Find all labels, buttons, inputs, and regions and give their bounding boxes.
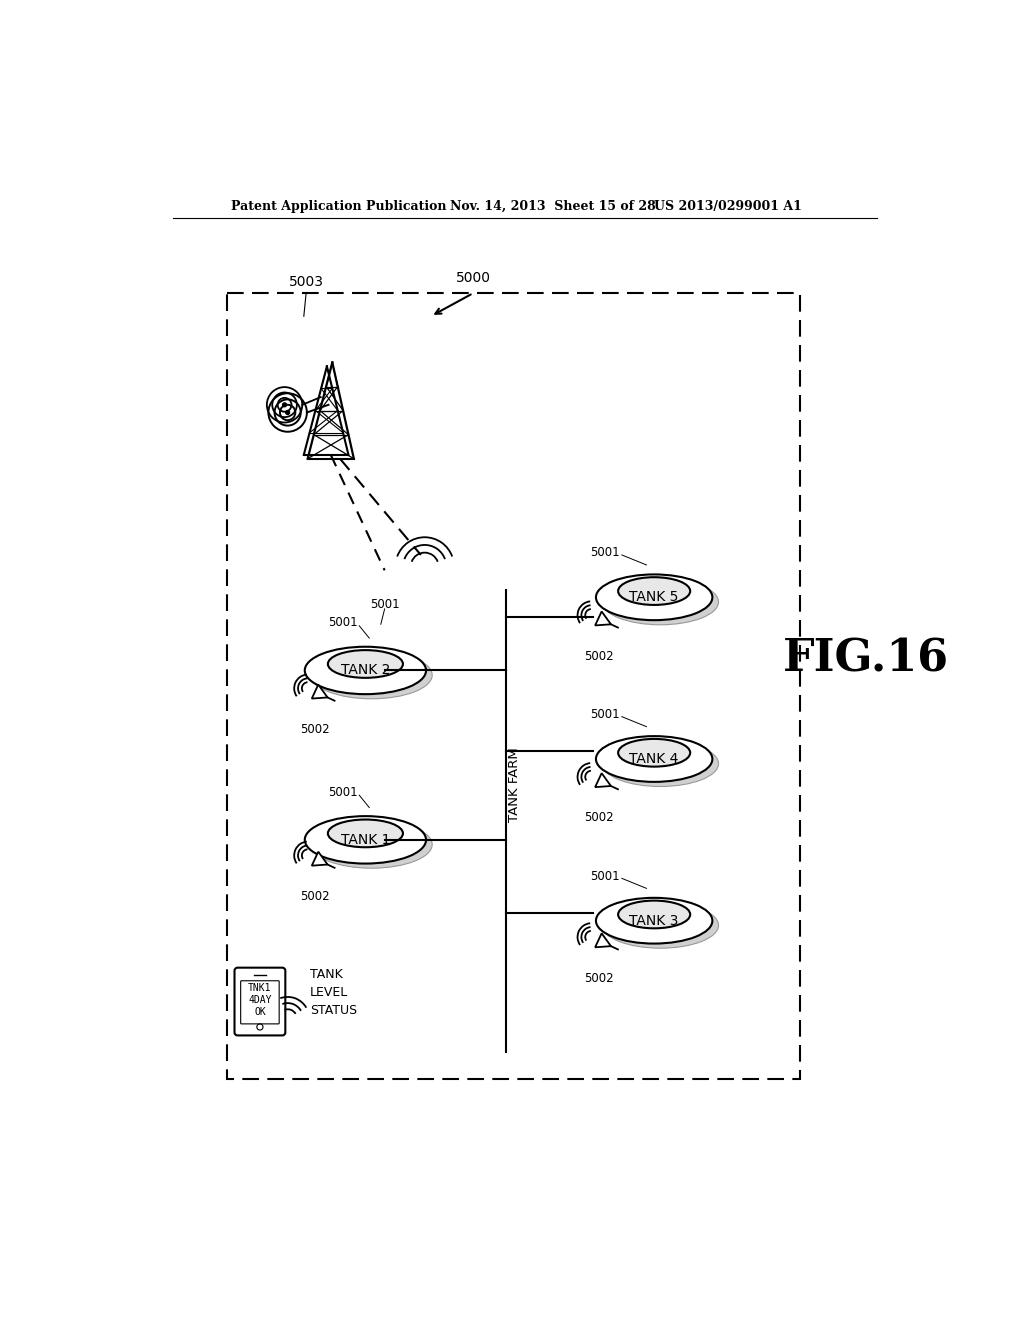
Ellipse shape xyxy=(596,737,713,781)
Polygon shape xyxy=(595,611,611,626)
Ellipse shape xyxy=(311,821,432,869)
Ellipse shape xyxy=(305,647,426,694)
Text: 5001: 5001 xyxy=(328,616,357,630)
FancyBboxPatch shape xyxy=(234,968,286,1035)
Ellipse shape xyxy=(618,900,690,928)
Text: 5001: 5001 xyxy=(590,870,620,883)
Bar xyxy=(226,293,801,1078)
Ellipse shape xyxy=(328,820,403,847)
Ellipse shape xyxy=(618,577,690,605)
Text: TANK FARM: TANK FARM xyxy=(508,747,520,822)
Text: 5000: 5000 xyxy=(456,272,490,285)
Text: 5002: 5002 xyxy=(301,890,330,903)
Ellipse shape xyxy=(602,903,719,948)
Text: 5002: 5002 xyxy=(584,649,613,663)
Polygon shape xyxy=(311,851,328,866)
Text: TANK 5: TANK 5 xyxy=(630,590,679,605)
Ellipse shape xyxy=(596,574,713,620)
Ellipse shape xyxy=(602,579,719,624)
Text: FIG.16: FIG.16 xyxy=(782,638,949,680)
Ellipse shape xyxy=(596,898,713,944)
Ellipse shape xyxy=(328,651,403,678)
Text: 5001: 5001 xyxy=(590,708,620,721)
Text: TANK 1: TANK 1 xyxy=(341,833,390,847)
Ellipse shape xyxy=(305,816,426,863)
Text: TANK 3: TANK 3 xyxy=(630,913,679,928)
Polygon shape xyxy=(311,685,328,698)
Text: TNK1
4DAY
OK: TNK1 4DAY OK xyxy=(248,982,271,1018)
Text: Nov. 14, 2013  Sheet 15 of 28: Nov. 14, 2013 Sheet 15 of 28 xyxy=(451,199,655,213)
Ellipse shape xyxy=(602,741,719,787)
Text: 5001: 5001 xyxy=(370,598,399,611)
Text: TANK
LEVEL
STATUS: TANK LEVEL STATUS xyxy=(310,968,357,1016)
Polygon shape xyxy=(595,774,611,787)
Text: TANK 2: TANK 2 xyxy=(341,664,390,677)
Text: 5001: 5001 xyxy=(590,546,620,560)
FancyBboxPatch shape xyxy=(241,981,280,1024)
Circle shape xyxy=(283,403,287,407)
Text: 5001: 5001 xyxy=(328,785,357,799)
Text: Patent Application Publication: Patent Application Publication xyxy=(230,199,446,213)
Polygon shape xyxy=(595,933,611,948)
Circle shape xyxy=(286,411,290,414)
Text: 5002: 5002 xyxy=(584,812,613,825)
Text: 5003: 5003 xyxy=(289,276,324,289)
Ellipse shape xyxy=(311,651,432,698)
Text: US 2013/0299001 A1: US 2013/0299001 A1 xyxy=(654,199,802,213)
Text: TANK 4: TANK 4 xyxy=(630,752,679,766)
Ellipse shape xyxy=(618,739,690,767)
Text: 5002: 5002 xyxy=(301,723,330,735)
Text: 5002: 5002 xyxy=(584,972,613,985)
